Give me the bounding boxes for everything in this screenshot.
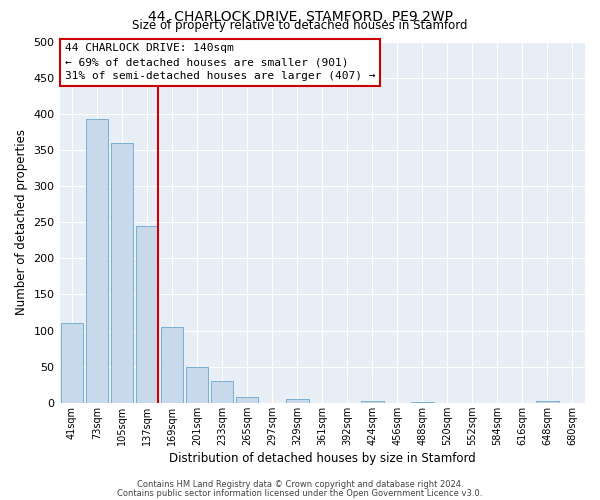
- Bar: [111, 142, 133, 403]
- Text: Contains HM Land Registry data © Crown copyright and database right 2024.: Contains HM Land Registry data © Crown c…: [137, 480, 463, 489]
- Bar: [361, 402, 383, 403]
- Bar: [211, 381, 233, 403]
- Bar: [161, 327, 184, 403]
- Text: 44, CHARLOCK DRIVE, STAMFORD, PE9 2WP: 44, CHARLOCK DRIVE, STAMFORD, PE9 2WP: [148, 10, 452, 24]
- Bar: [536, 402, 559, 403]
- Text: Contains public sector information licensed under the Open Government Licence v3: Contains public sector information licen…: [118, 488, 482, 498]
- Bar: [61, 324, 83, 403]
- Bar: [411, 402, 434, 403]
- Text: Size of property relative to detached houses in Stamford: Size of property relative to detached ho…: [132, 19, 468, 32]
- Bar: [186, 366, 208, 403]
- Bar: [136, 226, 158, 403]
- Bar: [236, 397, 259, 403]
- Text: 44 CHARLOCK DRIVE: 140sqm
← 69% of detached houses are smaller (901)
31% of semi: 44 CHARLOCK DRIVE: 140sqm ← 69% of detac…: [65, 44, 375, 82]
- X-axis label: Distribution of detached houses by size in Stamford: Distribution of detached houses by size …: [169, 452, 476, 465]
- Bar: [286, 399, 308, 403]
- Bar: [86, 119, 109, 403]
- Y-axis label: Number of detached properties: Number of detached properties: [15, 129, 28, 315]
